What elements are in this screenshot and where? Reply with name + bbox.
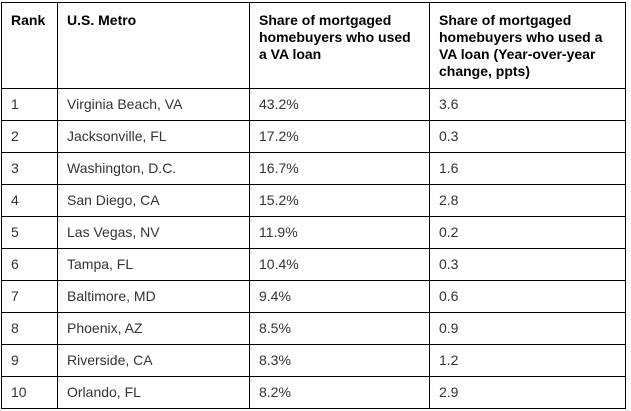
cell-yoy-change: 1.6 xyxy=(429,152,626,185)
table-row: 3 Washington, D.C. 16.7% 1.6 xyxy=(1,152,626,185)
cell-rank: 7 xyxy=(1,280,58,313)
cell-share: 8.5% xyxy=(249,312,430,345)
cell-share: 8.2% xyxy=(249,376,430,409)
column-header-share-va-loan: Share of mortgaged homebuyers who used a… xyxy=(249,2,430,89)
cell-share: 10.4% xyxy=(249,248,430,281)
cell-yoy-change: 0.6 xyxy=(429,280,626,313)
cell-yoy-change: 0.3 xyxy=(429,120,626,153)
column-header-share-va-loan-yoy-change: Share of mortgaged homebuyers who used a… xyxy=(429,2,626,89)
cell-share: 11.9% xyxy=(249,216,430,249)
cell-yoy-change: 0.2 xyxy=(429,216,626,249)
cell-share: 17.2% xyxy=(249,120,430,153)
table-row: 1 Virginia Beach, VA 43.2% 3.6 xyxy=(1,88,626,121)
table-row: 9 Riverside, CA 8.3% 1.2 xyxy=(1,344,626,377)
table-row: 2 Jacksonville, FL 17.2% 0.3 xyxy=(1,120,626,153)
cell-rank: 10 xyxy=(1,376,58,409)
cell-rank: 5 xyxy=(1,216,58,249)
cell-share: 8.3% xyxy=(249,344,430,377)
cell-share: 9.4% xyxy=(249,280,430,313)
cell-rank: 3 xyxy=(1,152,58,185)
cell-yoy-change: 1.2 xyxy=(429,344,626,377)
cell-share: 15.2% xyxy=(249,184,430,217)
cell-rank: 1 xyxy=(1,88,58,121)
cell-metro: Virginia Beach, VA xyxy=(57,88,250,121)
table-row: 7 Baltimore, MD 9.4% 0.6 xyxy=(1,280,626,313)
cell-metro: Riverside, CA xyxy=(57,344,250,377)
cell-yoy-change: 2.8 xyxy=(429,184,626,217)
table-row: 4 San Diego, CA 15.2% 2.8 xyxy=(1,184,626,217)
cell-rank: 4 xyxy=(1,184,58,217)
cell-metro: San Diego, CA xyxy=(57,184,250,217)
table-body: 1 Virginia Beach, VA 43.2% 3.6 2 Jacksonville… xyxy=(1,88,626,409)
table-header-row: Rank U.S. Metro Share of mortgaged homebuy… xyxy=(1,2,626,89)
cell-metro: Orlando, FL xyxy=(57,376,250,409)
table-row: 8 Phoenix, AZ 8.5% 0.9 xyxy=(1,312,626,345)
cell-metro: Tampa, FL xyxy=(57,248,250,281)
cell-metro: Baltimore, MD xyxy=(57,280,250,313)
cell-yoy-change: 0.9 xyxy=(429,312,626,345)
cell-metro: Jacksonville, FL xyxy=(57,120,250,153)
cell-metro: Phoenix, AZ xyxy=(57,312,250,345)
table-row: 6 Tampa, FL 10.4% 0.3 xyxy=(1,248,626,281)
column-header-us-metro: U.S. Metro xyxy=(57,2,250,89)
cell-yoy-change: 3.6 xyxy=(429,88,626,121)
cell-rank: 6 xyxy=(1,248,58,281)
cell-share: 43.2% xyxy=(249,88,430,121)
cell-rank: 8 xyxy=(1,312,58,345)
cell-rank: 2 xyxy=(1,120,58,153)
table-header: Rank U.S. Metro Share of mortgaged homebuy… xyxy=(1,2,626,89)
cell-share: 16.7% xyxy=(249,152,430,185)
cell-metro: Washington, D.C. xyxy=(57,152,250,185)
cell-yoy-change: 0.3 xyxy=(429,248,626,281)
column-header-rank: Rank xyxy=(1,2,58,89)
cell-rank: 9 xyxy=(1,344,58,377)
table-row: 10 Orlando, FL 8.2% 2.9 xyxy=(1,376,626,409)
cell-metro: Las Vegas, NV xyxy=(57,216,250,249)
table-row: 5 Las Vegas, NV 11.9% 0.2 xyxy=(1,216,626,249)
cell-yoy-change: 2.9 xyxy=(429,376,626,409)
